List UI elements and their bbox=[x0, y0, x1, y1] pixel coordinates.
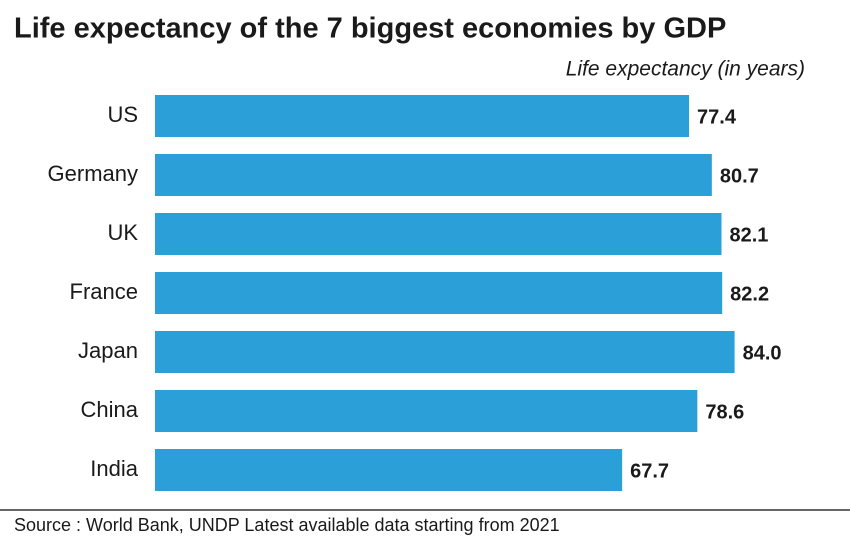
bar bbox=[155, 213, 722, 255]
bar bbox=[155, 449, 623, 491]
bar bbox=[155, 390, 698, 432]
chart-title: Life expectancy of the 7 biggest economi… bbox=[14, 13, 726, 45]
category-label: Germany bbox=[48, 161, 138, 186]
bar bbox=[155, 331, 735, 373]
value-label: 77.4 bbox=[697, 106, 737, 128]
category-label: France bbox=[70, 279, 138, 304]
value-label: 84.0 bbox=[743, 342, 782, 364]
bar bbox=[155, 154, 712, 196]
bar bbox=[155, 95, 690, 137]
value-label: 82.1 bbox=[729, 224, 768, 246]
category-label: China bbox=[81, 397, 139, 422]
category-label: UK bbox=[107, 220, 138, 245]
source: Source : World Bank, UNDP Latest availab… bbox=[14, 515, 560, 535]
bar bbox=[155, 272, 723, 314]
axis-label: Life expectancy (in years) bbox=[566, 58, 805, 81]
value-label: 80.7 bbox=[720, 165, 759, 187]
category-label: US bbox=[107, 102, 138, 127]
value-label: 67.7 bbox=[630, 460, 669, 482]
category-label: India bbox=[90, 456, 138, 481]
value-label: 82.2 bbox=[730, 283, 769, 305]
category-label: Japan bbox=[78, 338, 138, 363]
value-label: 78.6 bbox=[705, 401, 744, 423]
